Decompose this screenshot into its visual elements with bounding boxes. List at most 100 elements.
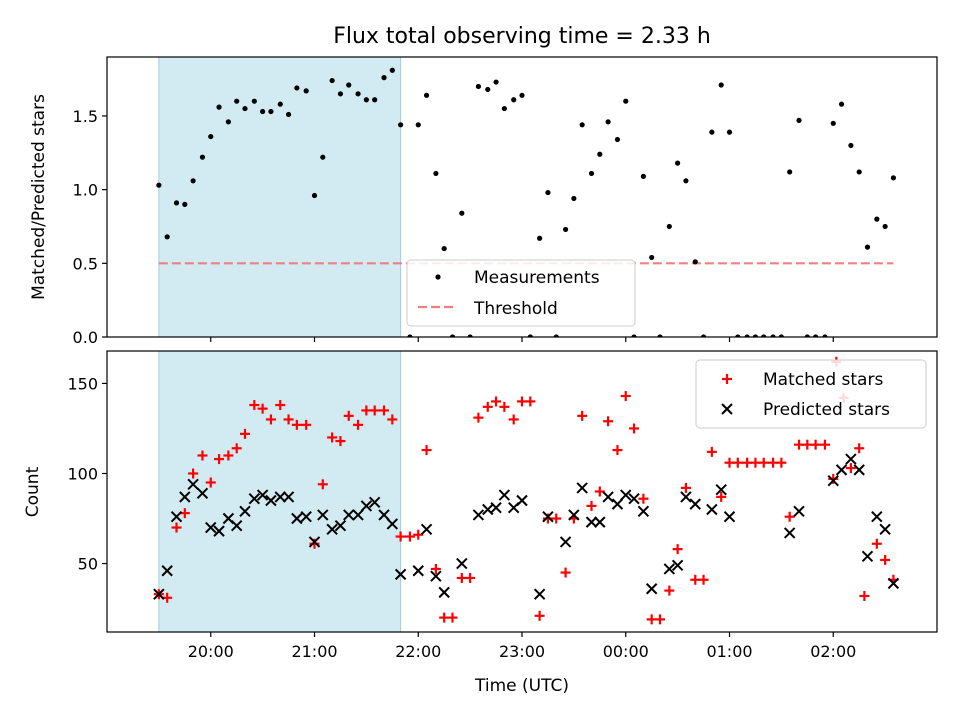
predicted-star-point [827, 474, 839, 487]
predicted-star-point [845, 453, 857, 465]
matched-star-point [275, 400, 286, 411]
matched-star-point [395, 531, 406, 542]
matched-star-point [716, 491, 727, 502]
matched-star-point [482, 401, 493, 412]
measurement-point [260, 108, 266, 115]
predicted-star-point [170, 511, 183, 523]
top-panel: 0.0 0.5 1.0 1.5 Measurements Threshold [73, 56, 938, 347]
top-y-axis-label: Matched/Predicted stars [29, 94, 49, 300]
bottom-panel: 50 100 150 20:00 21:00 22:00 23:00 00:00 01:00 02… [67, 350, 938, 661]
matched-star-point [629, 423, 640, 434]
measurement-point [459, 210, 465, 216]
matched-star-point [404, 531, 415, 542]
measurement-point [666, 223, 672, 230]
measurement-point [320, 154, 326, 160]
measurement-point [251, 98, 257, 104]
measurement-point [285, 111, 292, 118]
measurement-point [242, 105, 248, 112]
predicted-star-point [715, 483, 727, 496]
predicted-star-point [620, 489, 632, 501]
predicted-star-point [482, 503, 494, 516]
matched-star-point [784, 511, 795, 522]
measurement-point [874, 216, 880, 222]
measurement-point [683, 178, 689, 184]
predicted-star-point [835, 464, 848, 476]
matched-star-point [214, 454, 225, 465]
measurement-point [475, 83, 482, 90]
matched-star-point [188, 468, 199, 479]
predicted-star-point [308, 536, 321, 548]
matched-star-point [291, 419, 302, 430]
predicted-star-point [663, 563, 676, 575]
measurement-point [649, 254, 655, 261]
matched-star-point [231, 443, 242, 454]
legend-box [406, 259, 636, 327]
measurement-point [277, 101, 283, 107]
y-tick-label: 0.0 [73, 328, 98, 347]
matched-star-point [249, 400, 260, 411]
predicted-star-point [645, 583, 658, 595]
predicted-star-point [628, 492, 640, 505]
measurement-point [441, 245, 447, 252]
predicted-star-point [533, 588, 546, 600]
x-tick-label: 21:00 [291, 642, 337, 661]
measurement-point [657, 334, 663, 337]
y-tick-label: 50 [78, 555, 98, 574]
x-tick-label: 20:00 [188, 642, 234, 661]
matched-star-point [654, 614, 665, 625]
predicted-star-point [205, 521, 217, 534]
measurement-point [337, 91, 344, 97]
x-axis-label: Time (UTC) [474, 676, 569, 696]
measurement-point [433, 170, 439, 177]
plot-area [156, 67, 897, 337]
matched-star-point [465, 572, 476, 583]
measurement-point [631, 334, 637, 337]
matched-star-point [664, 585, 675, 596]
measurement-point [485, 86, 491, 93]
predicted-star-point [568, 509, 580, 521]
predicted-star-point [161, 565, 173, 577]
measurement-point [164, 234, 170, 240]
measurement-point [545, 189, 551, 196]
measurement-point [718, 82, 724, 88]
measurement-point [173, 200, 180, 206]
measurement-point [294, 85, 300, 91]
matched-star-point [586, 500, 597, 511]
predicted-star-point [559, 536, 572, 548]
measurement-point [882, 223, 888, 230]
measurement-point [822, 334, 828, 337]
measurement-point [199, 154, 206, 160]
x-tick-label: 01:00 [706, 642, 752, 661]
measurement-point [890, 175, 897, 181]
matched-star-point [353, 419, 364, 430]
matched-star-point [387, 414, 398, 425]
measurement-point [268, 108, 274, 115]
predicted-star-point [853, 464, 865, 476]
predicted-star-point [576, 482, 588, 494]
measurement-point [467, 334, 473, 337]
matched-star-point [819, 439, 830, 450]
predicted-star-point [438, 586, 450, 599]
measurement-point [493, 79, 499, 85]
matched-star-point [594, 486, 605, 497]
measurement-point [156, 182, 162, 188]
matched-star-point [379, 405, 390, 416]
predicted-star-point [282, 491, 295, 503]
matched-star-point [612, 445, 623, 456]
predicted-star-point [602, 491, 614, 503]
matched-star-point [257, 403, 268, 414]
measurement-point [830, 120, 836, 126]
predicted-star-point [274, 491, 286, 503]
measurement-point [864, 244, 871, 250]
measurement-point [372, 97, 378, 103]
predicted-star-point [343, 509, 355, 521]
matched-star-point [447, 612, 458, 623]
measurement-point [381, 75, 387, 81]
predicted-star-point [230, 520, 243, 532]
matched-star-point [620, 391, 631, 402]
measurement-point [675, 160, 681, 166]
measurement-point [363, 97, 369, 103]
bottom-y-axis-label: Count [23, 466, 43, 517]
y-tick-label: 150 [67, 374, 98, 393]
predicted-star-point [412, 565, 424, 577]
